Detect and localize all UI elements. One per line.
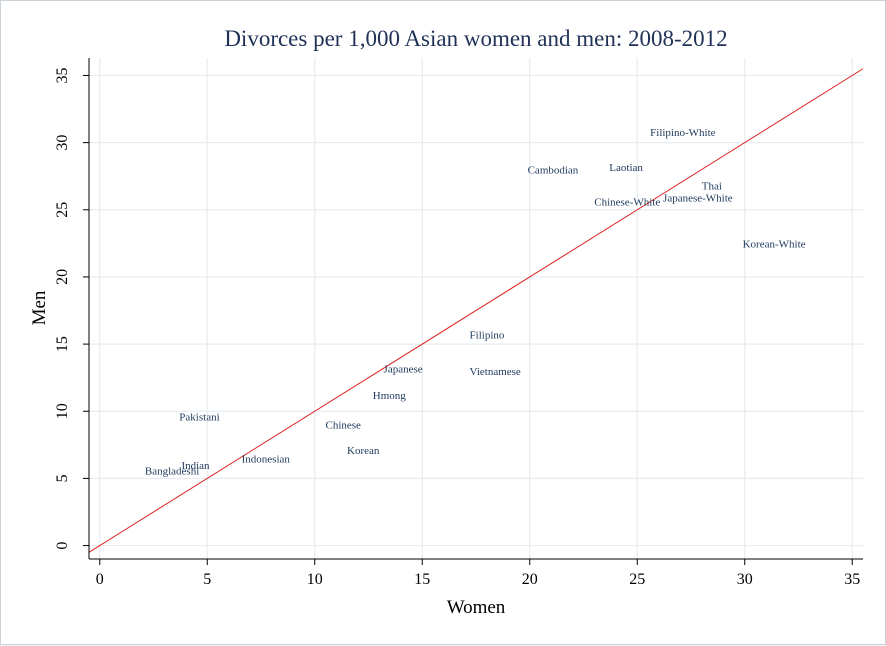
point-label: Korean: [347, 445, 380, 457]
y-tick-label: 10: [54, 403, 71, 419]
x-tick-label: 25: [629, 571, 645, 588]
y-tick-label: 5: [54, 474, 71, 482]
point-label: Indonesian: [242, 453, 291, 465]
y-tick-label: 35: [54, 67, 71, 83]
y-tick-label: 25: [54, 202, 71, 218]
point-label: Filipino-White: [650, 127, 716, 139]
x-tick-label: 20: [522, 571, 538, 588]
y-tick-label: 0: [54, 542, 71, 550]
x-tick-label: 5: [203, 571, 211, 588]
point-label: Korean-White: [743, 238, 806, 250]
y-ticks: 0 5 10 15 20 25 30 35: [54, 67, 89, 550]
y-tick-label: 20: [54, 269, 71, 285]
x-tick-label: 15: [414, 571, 430, 588]
point-label: Chinese-White: [594, 197, 660, 209]
y-axis-label: Men: [29, 290, 50, 325]
chart-title: Divorces per 1,000 Asian women and men: …: [224, 26, 727, 51]
y-tick-label: 30: [54, 135, 71, 151]
x-tick-label: 0: [96, 571, 104, 588]
point-label: Filipino: [470, 330, 505, 342]
point-label: Hmong: [373, 390, 407, 402]
y-tick-label: 15: [54, 336, 71, 352]
x-ticks: 0 5 10 15 20 25 30 35: [96, 559, 860, 588]
point-label: Pakistani: [179, 412, 219, 424]
point-label: Vietnamese: [470, 366, 521, 378]
point-label: Chinese: [326, 420, 362, 432]
point-label: Thai: [702, 181, 722, 193]
plot-area: [89, 58, 863, 559]
reference-line-group: [88, 68, 864, 553]
point-label: Laotian: [609, 162, 643, 174]
point-label: Bangladeshi: [145, 465, 199, 477]
point-label: Cambodian: [528, 164, 579, 176]
point-label: Indian: [181, 460, 210, 472]
reference-line: [88, 68, 864, 553]
x-tick-label: 35: [844, 571, 860, 588]
axes: [88, 58, 863, 560]
x-tick-label: 30: [737, 571, 753, 588]
x-tick-label: 10: [307, 571, 323, 588]
point-label: Japanese: [384, 363, 423, 375]
point-label: Japanese-White: [663, 193, 733, 205]
grid-lines: [89, 58, 863, 559]
x-axis-label: Women: [447, 597, 506, 618]
